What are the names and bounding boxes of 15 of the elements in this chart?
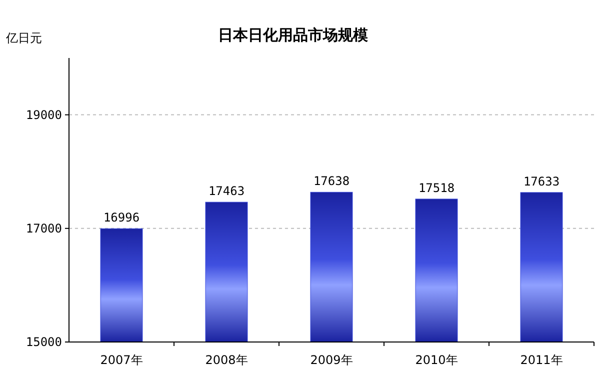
data-label: 17638	[313, 174, 350, 188]
data-label: 17518	[418, 180, 455, 195]
x-tick-label: 2011年	[520, 353, 563, 367]
y-tick-label: 19000	[26, 108, 62, 122]
x-tick-label: 2009年	[310, 353, 353, 367]
data-label: 16996	[103, 210, 140, 225]
y-tick-label: 15000	[26, 335, 62, 349]
data-label: 17463	[208, 184, 245, 198]
chart-title: 日本日化用品市场规模	[218, 26, 369, 44]
y-tick-label: 17000	[26, 221, 62, 236]
data-label: 17633	[523, 174, 560, 188]
x-tick-label: 2010年	[415, 353, 458, 367]
x-tick-label: 2008年	[205, 353, 248, 367]
x-tick-label: 2007年	[100, 353, 143, 367]
y-axis-title: 亿日元	[5, 31, 42, 45]
